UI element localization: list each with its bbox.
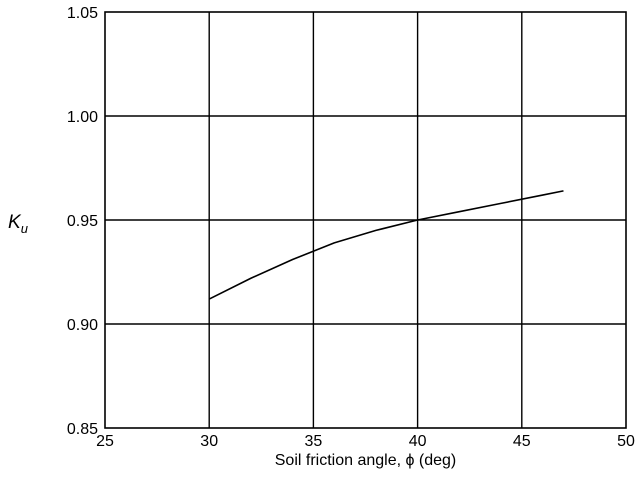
x-tick-label: 45 [513, 433, 531, 450]
x-tick-label: 25 [96, 433, 114, 450]
y-tick-label: 0.90 [67, 317, 98, 334]
y-tick-label: 0.95 [67, 213, 98, 230]
grid [105, 12, 626, 428]
series-line [208, 190, 564, 300]
y-axis-label-sub: u [21, 221, 28, 236]
y-tick-label: 1.00 [67, 109, 98, 126]
x-tick-label: 40 [409, 433, 427, 450]
y-axis-label-main: K [8, 212, 22, 233]
tick-labels: 25 30 35 40 45 50 0.85 0.90 0.95 1.00 1.05 [67, 5, 635, 450]
x-axis-label: Soil friction angle, ϕ (deg) [275, 452, 457, 469]
series [208, 190, 564, 300]
y-tick-label: 1.05 [67, 5, 98, 22]
y-tick-label: 0.85 [67, 421, 98, 438]
x-tick-label: 30 [200, 433, 218, 450]
y-axis-label: Ku [8, 212, 28, 236]
plot-frame [104, 11, 627, 429]
x-tick-label: 35 [305, 433, 323, 450]
x-tick-label: 50 [617, 433, 635, 450]
